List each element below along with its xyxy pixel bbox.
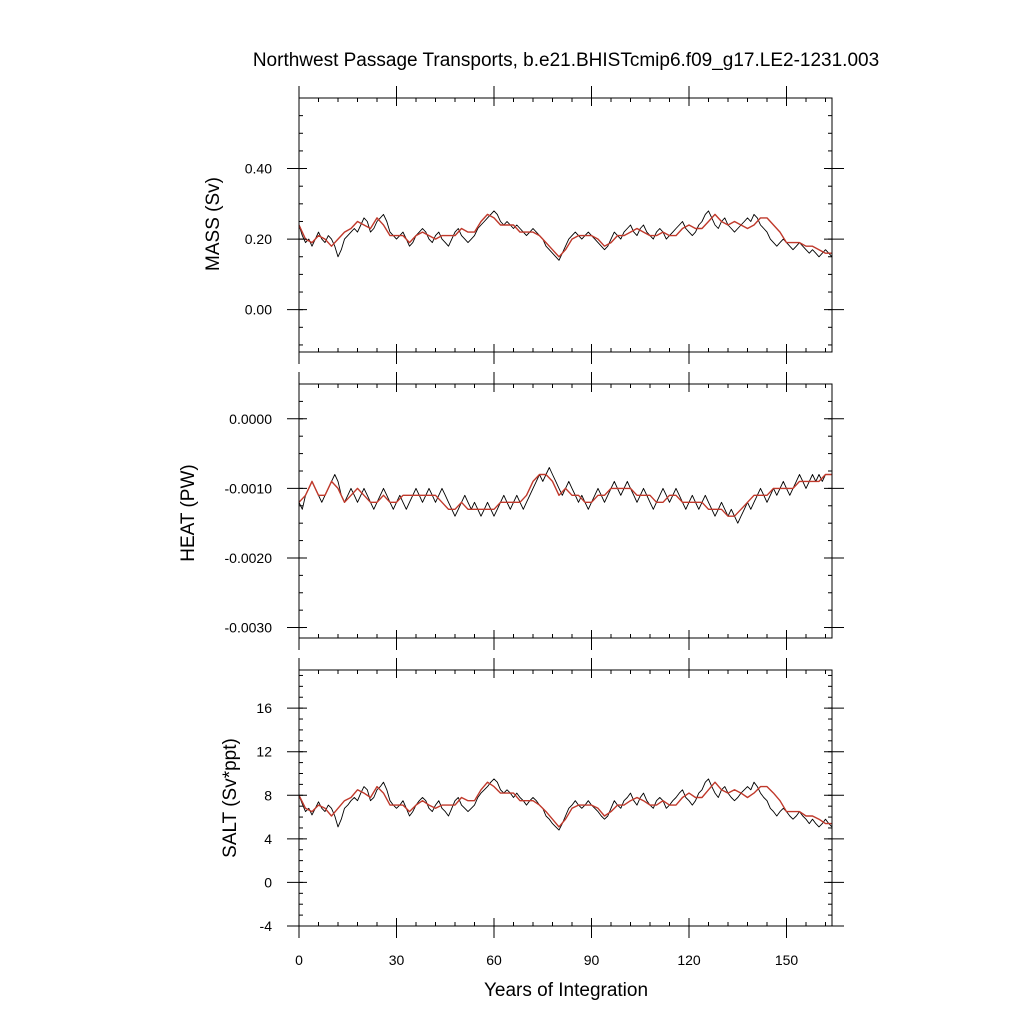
y-axis-label-mass: MASS (Sv) [203,177,224,271]
y-tick-label: 0 [264,874,272,890]
plot-frame [298,97,833,353]
y-tick-label: 0.40 [245,161,272,177]
panel-salt: SALT (Sv*ppt) 0 30 60 90 120 150 -4 0 4 8 12 16 [220,658,844,968]
x-tick-label: 30 [389,952,405,968]
y-tick-label: 0.0000 [229,411,272,427]
panel-mass: MASS (Sv) 0.00 0.20 0.40 [203,86,844,364]
series-line-smoothed [298,781,832,828]
y-tick-label: -0.0010 [225,480,273,496]
y-tick-label: -0.0030 [225,620,273,636]
series-line-smoothed [298,473,832,517]
y-tick-label: 16 [256,700,272,716]
plot-frame [298,383,833,639]
chart-title: Northwest Passage Transports, b.e21.BHIS… [253,50,879,71]
x-tick-label: 0 [295,952,303,968]
y-tick-label: 4 [264,831,272,847]
series-line-monthly [298,778,833,831]
y-tick-label: 0.20 [245,231,272,247]
x-tick-label: 90 [584,952,600,968]
y-tick-label: -4 [260,918,273,934]
x-tick-label: 120 [677,952,701,968]
y-tick-label: 0.00 [245,302,272,318]
y-axis-label-heat: HEAT (PW) [178,464,199,561]
panel-heat: HEAT (PW) -0.0030 -0.0020 -0.0010 0.0000 [178,372,844,650]
x-tick-label: 60 [486,952,502,968]
y-tick-label: 8 [264,787,272,803]
x-tick-label: 150 [775,952,799,968]
y-tick-label: 12 [256,744,272,760]
y-axis-label-salt: SALT (Sv*ppt) [220,738,241,858]
series-line-monthly [298,210,833,261]
y-tick-label: -0.0020 [225,550,273,566]
series-line-smoothed [298,213,832,258]
series-line-monthly [298,467,826,524]
plot-frame [298,669,833,927]
x-axis-label: Years of Integration [484,980,648,1001]
